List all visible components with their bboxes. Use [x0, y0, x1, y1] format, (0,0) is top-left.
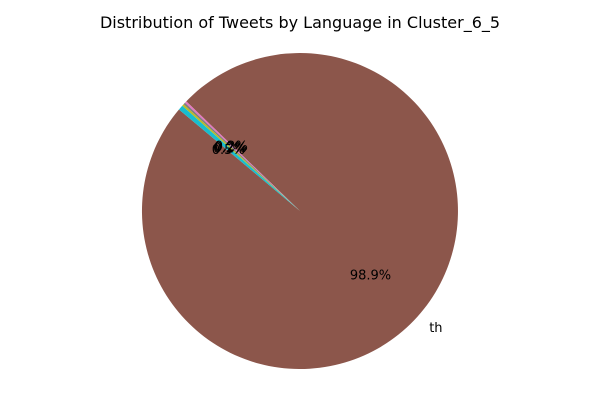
pie-slice-slice-3 — [182, 104, 300, 211]
pie-pct-label-0: 98.9% — [350, 268, 391, 283]
pie-pct-label-4: 0.5% — [212, 143, 245, 158]
pie-slice-slice-2 — [183, 102, 300, 211]
pie-category-label-th: th — [429, 321, 442, 336]
pie-slice-slice-4 — [178, 105, 300, 211]
pie-labels: 98.9%th0.2%0.2%0.2%0.5% — [212, 140, 443, 337]
chart-title: Distribution of Tweets by Language in Cl… — [100, 13, 500, 33]
pie-pct-label-1: 0.2% — [215, 140, 248, 155]
pie-pct-label-3: 0.2% — [213, 141, 246, 156]
pie-pct-label-2: 0.2% — [214, 141, 247, 156]
pie-slice-slice-1 — [184, 101, 300, 211]
pie-slices — [141, 53, 458, 370]
pie-slice-th — [141, 53, 458, 370]
